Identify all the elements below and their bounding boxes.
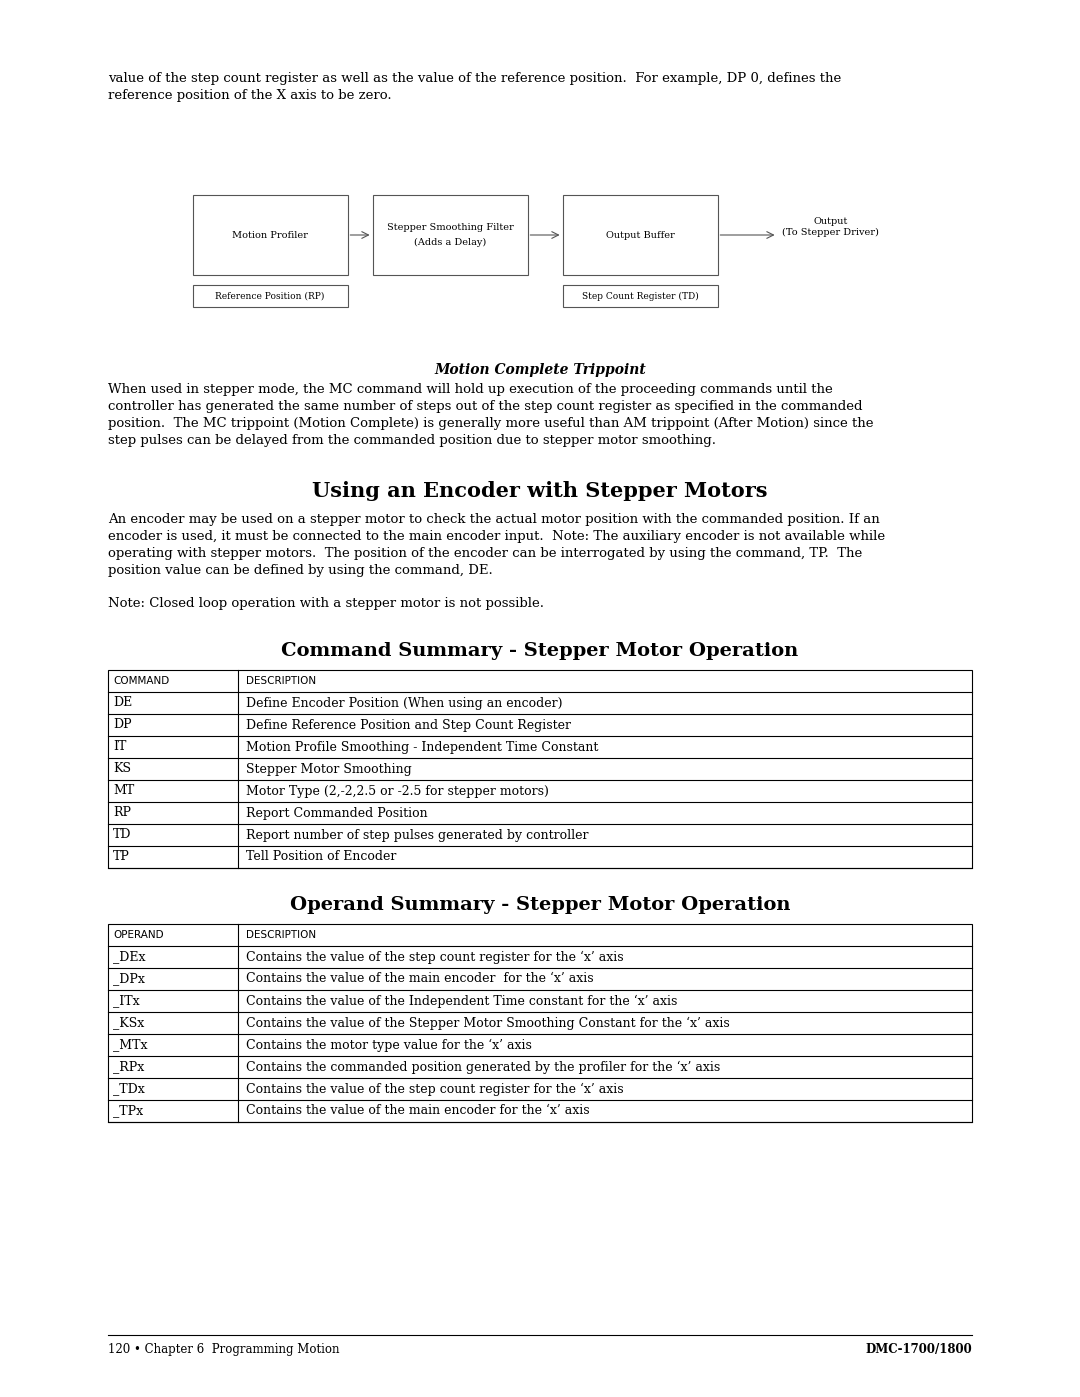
Text: MT: MT [113, 785, 134, 798]
Text: Define Reference Position and Step Count Register: Define Reference Position and Step Count… [246, 718, 571, 732]
Text: When used in stepper mode, the MC command will hold up execution of the proceedi: When used in stepper mode, the MC comman… [108, 383, 833, 395]
Bar [192, 285, 348, 307]
Text: Contains the value of the Independent Time constant for the ‘x’ axis: Contains the value of the Independent Ti… [246, 995, 677, 1007]
Text: Contains the value of the step count register for the ‘x’ axis: Contains the value of the step count reg… [246, 950, 623, 964]
Text: _DPx: _DPx [113, 972, 145, 985]
Text: COMMAND: COMMAND [113, 676, 170, 686]
Text: Output Buffer: Output Buffer [606, 231, 674, 239]
Text: Motion Profile Smoothing - Independent Time Constant: Motion Profile Smoothing - Independent T… [246, 740, 598, 753]
Text: step pulses can be delayed from the commanded position due to stepper motor smoo: step pulses can be delayed from the comm… [108, 434, 716, 447]
Text: position.  The MC trippoint (Motion Complete) is generally more useful than AM t: position. The MC trippoint (Motion Compl… [108, 416, 874, 430]
Bar [108, 671, 972, 868]
Text: reference position of the X axis to be zero.: reference position of the X axis to be z… [108, 89, 392, 102]
Text: RP: RP [113, 806, 131, 820]
Text: DMC-1700/1800: DMC-1700/1800 [865, 1343, 972, 1356]
Bar [563, 285, 717, 307]
Bar [373, 196, 527, 275]
Text: encoder is used, it must be connected to the main encoder input.  Note: The auxi: encoder is used, it must be connected to… [108, 529, 886, 543]
Text: position value can be defined by using the command, DE.: position value can be defined by using t… [108, 564, 492, 577]
Bar [108, 923, 972, 1122]
Text: Contains the value of the main encoder for the ‘x’ axis: Contains the value of the main encoder f… [246, 1105, 590, 1118]
Text: _KSx: _KSx [113, 1017, 145, 1030]
Text: _RPx: _RPx [113, 1060, 145, 1073]
Text: Motion Profiler: Motion Profiler [232, 231, 308, 239]
Text: KS: KS [113, 763, 131, 775]
Text: Step Count Register (TD): Step Count Register (TD) [582, 292, 699, 300]
Text: Output
(To Stepper Driver): Output (To Stepper Driver) [783, 217, 879, 236]
Text: IT: IT [113, 740, 126, 753]
Text: Contains the value of the Stepper Motor Smoothing Constant for the ‘x’ axis: Contains the value of the Stepper Motor … [246, 1017, 730, 1030]
Text: DE: DE [113, 697, 132, 710]
Text: Define Encoder Position (When using an encoder): Define Encoder Position (When using an e… [246, 697, 563, 710]
Text: DESCRIPTION: DESCRIPTION [246, 676, 316, 686]
Text: Contains the value of the main encoder  for the ‘x’ axis: Contains the value of the main encoder f… [246, 972, 594, 985]
Text: _ITx: _ITx [113, 995, 139, 1007]
Text: An encoder may be used on a stepper motor to check the actual motor position wit: An encoder may be used on a stepper moto… [108, 513, 880, 527]
Text: _TDx: _TDx [113, 1083, 145, 1095]
Text: 120 • Chapter 6  Programming Motion: 120 • Chapter 6 Programming Motion [108, 1343, 339, 1356]
Text: Using an Encoder with Stepper Motors: Using an Encoder with Stepper Motors [312, 481, 768, 502]
Text: Report Commanded Position: Report Commanded Position [246, 806, 428, 820]
Text: Report number of step pulses generated by controller: Report number of step pulses generated b… [246, 828, 589, 841]
Text: TD: TD [113, 828, 132, 841]
Text: Motor Type (2,-2,2.5 or -2.5 for stepper motors): Motor Type (2,-2,2.5 or -2.5 for stepper… [246, 785, 549, 798]
Text: Stepper Smoothing Filter: Stepper Smoothing Filter [387, 224, 513, 232]
Text: DESCRIPTION: DESCRIPTION [246, 930, 316, 940]
Text: value of the step count register as well as the value of the reference position.: value of the step count register as well… [108, 73, 841, 85]
Text: DP: DP [113, 718, 132, 732]
Text: Motion Complete Trippoint: Motion Complete Trippoint [434, 363, 646, 377]
Text: _MTx: _MTx [113, 1038, 148, 1052]
Text: controller has generated the same number of steps out of the step count register: controller has generated the same number… [108, 400, 863, 414]
Text: Contains the commanded position generated by the profiler for the ‘x’ axis: Contains the commanded position generate… [246, 1060, 720, 1074]
Text: Stepper Motor Smoothing: Stepper Motor Smoothing [246, 763, 411, 775]
Text: Tell Position of Encoder: Tell Position of Encoder [246, 851, 396, 863]
Bar [192, 196, 348, 275]
Text: _DEx: _DEx [113, 950, 146, 964]
Text: Command Summary - Stepper Motor Operation: Command Summary - Stepper Motor Operatio… [282, 643, 798, 659]
Text: TP: TP [113, 851, 130, 863]
Text: (Adds a Delay): (Adds a Delay) [414, 237, 486, 246]
Text: Note: Closed loop operation with a stepper motor is not possible.: Note: Closed loop operation with a stepp… [108, 597, 544, 610]
Bar [563, 196, 717, 275]
Text: OPERAND: OPERAND [113, 930, 164, 940]
Text: Contains the motor type value for the ‘x’ axis: Contains the motor type value for the ‘x… [246, 1038, 531, 1052]
Text: Reference Position (RP): Reference Position (RP) [215, 292, 325, 300]
Text: operating with stepper motors.  The position of the encoder can be interrogated : operating with stepper motors. The posit… [108, 548, 862, 560]
Text: Operand Summary - Stepper Motor Operation: Operand Summary - Stepper Motor Operatio… [289, 895, 791, 914]
Text: _TPx: _TPx [113, 1105, 144, 1118]
Text: Contains the value of the step count register for the ‘x’ axis: Contains the value of the step count reg… [246, 1083, 623, 1095]
